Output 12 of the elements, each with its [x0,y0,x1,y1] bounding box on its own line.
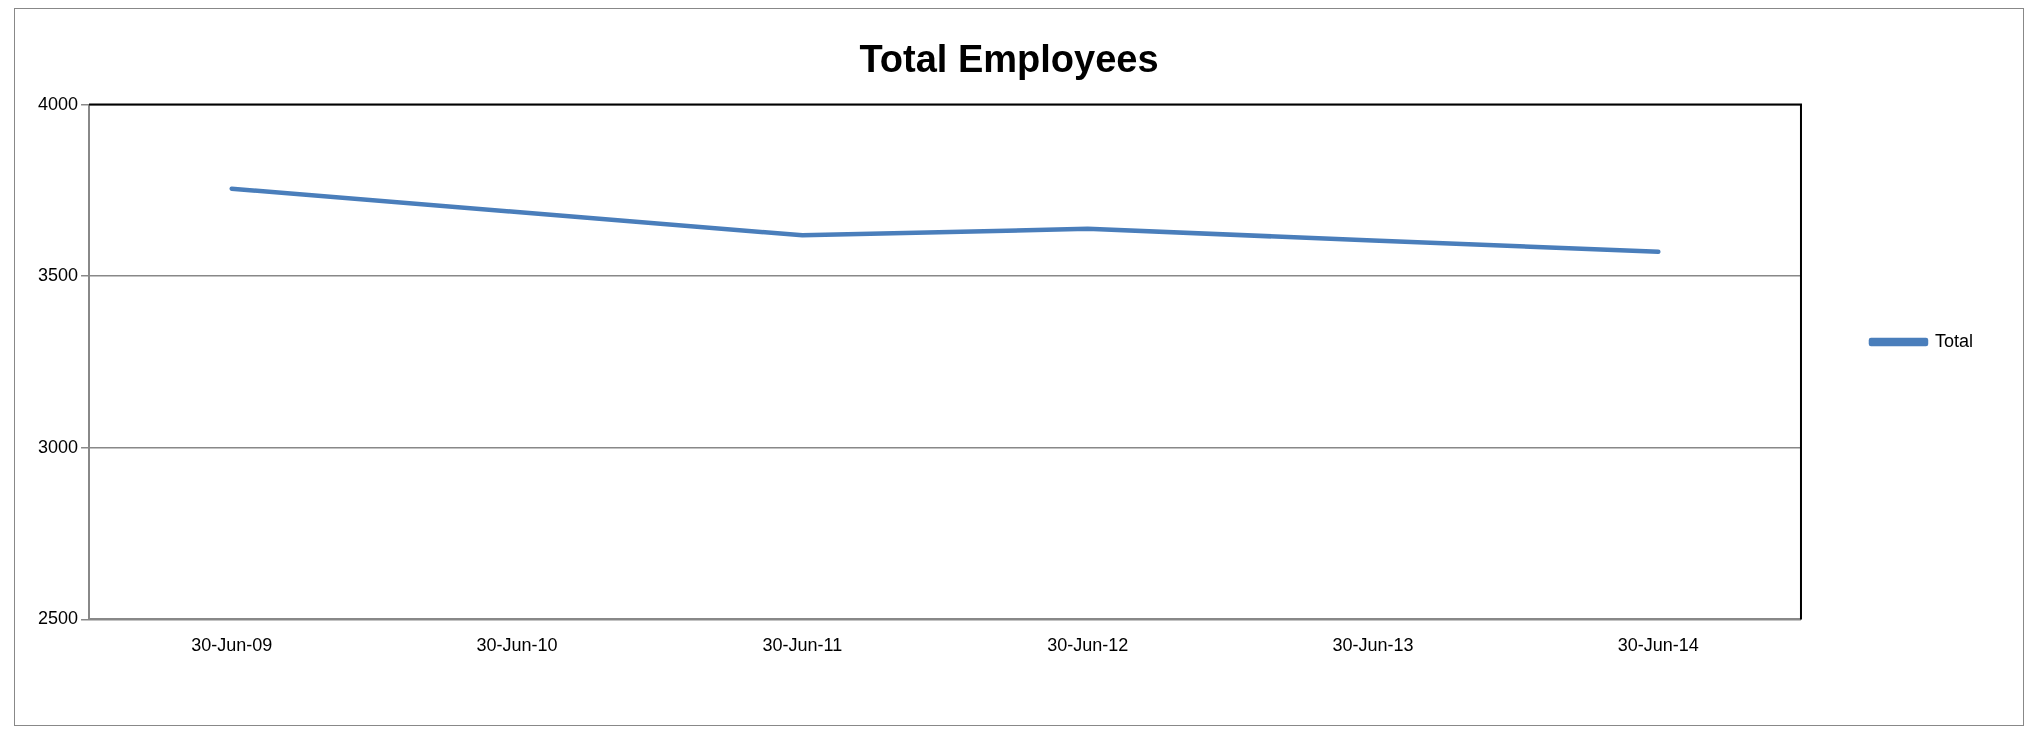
x-tick-label: 30-Jun-12 [1047,635,1129,656]
x-tick-label: 30-Jun-09 [191,635,273,656]
x-tick-label: 30-Jun-14 [1617,635,1699,656]
x-tick-label: 30-Jun-10 [476,635,558,656]
y-tick-label: 2500 [38,608,79,629]
x-tick-label: 30-Jun-13 [1332,635,1414,656]
y-tick-label: 4000 [38,93,79,114]
chart-title: Total Employees [859,38,1159,81]
legend-label: Total [1934,330,1974,351]
y-tick-label: 3500 [38,265,79,286]
x-tick-label: 30-Jun-11 [762,635,843,656]
y-tick-label: 3000 [38,436,79,457]
